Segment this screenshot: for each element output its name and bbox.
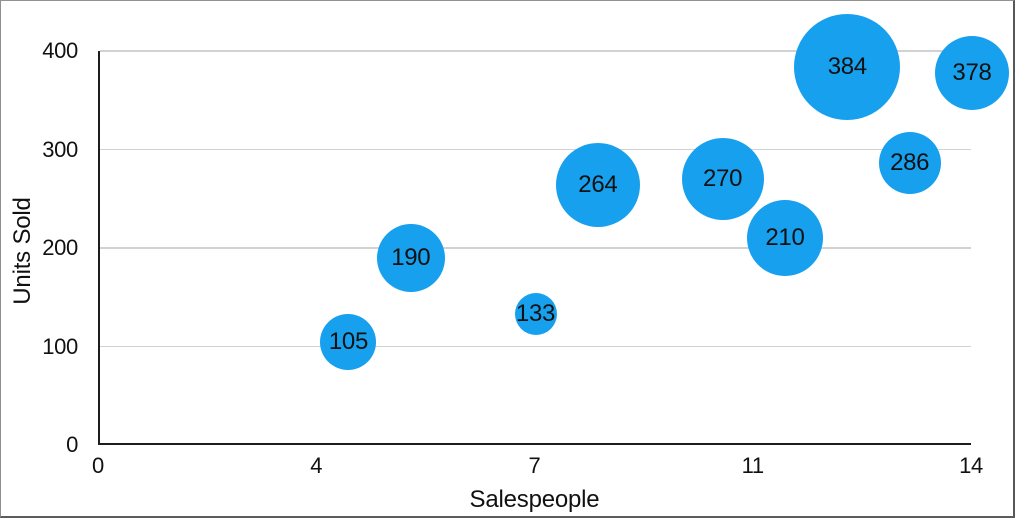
bubble-value-label: 210 xyxy=(765,224,805,252)
bubble[interactable]: 378 xyxy=(935,35,1009,110)
bubble[interactable]: 133 xyxy=(514,292,557,335)
bubble[interactable]: 264 xyxy=(555,142,640,227)
bubble-value-label: 270 xyxy=(702,165,743,193)
gridline xyxy=(100,345,971,348)
y-tick-label: 300 xyxy=(42,136,78,162)
y-axis-title: Units Sold xyxy=(9,197,36,305)
x-axis-title: Salespeople xyxy=(469,486,600,513)
gridline xyxy=(100,148,971,151)
bubble[interactable]: 190 xyxy=(376,223,445,292)
bubble[interactable]: 286 xyxy=(878,132,941,195)
bubble-value-label: 190 xyxy=(391,243,431,271)
gridline xyxy=(100,247,971,249)
bubble[interactable]: 105 xyxy=(320,313,377,370)
x-tick-label: 11 xyxy=(741,453,765,478)
bubble-value-label: 378 xyxy=(952,58,992,86)
x-tick-label: 14 xyxy=(959,453,983,478)
y-tick-label: 400 xyxy=(42,38,78,63)
x-tick-label: 0 xyxy=(92,453,104,478)
bubble[interactable]: 210 xyxy=(746,200,823,277)
bubble[interactable]: 384 xyxy=(794,13,901,120)
bubble[interactable]: 270 xyxy=(681,138,764,221)
bubble-value-label: 264 xyxy=(578,170,618,198)
bubble-value-label: 105 xyxy=(328,327,368,355)
plot-area: 105 190 133 264 270 210 384 286 378 xyxy=(98,13,1009,445)
gridline xyxy=(100,50,971,52)
x-tick-label: 7 xyxy=(528,453,541,478)
bubble-value-label: 384 xyxy=(827,52,867,80)
y-tick-label: 100 xyxy=(42,333,78,359)
bubble-value-label: 286 xyxy=(890,149,930,177)
y-tick-label: 0 xyxy=(66,432,78,457)
y-tick-label: 200 xyxy=(42,235,78,260)
x-tick-label: 4 xyxy=(310,453,323,478)
bubble-value-label: 133 xyxy=(515,299,556,327)
